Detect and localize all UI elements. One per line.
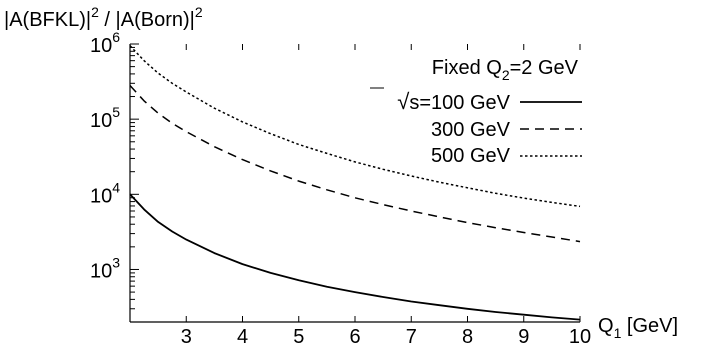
y-label-part-b: / |A(Born)| bbox=[99, 9, 195, 31]
y-axis-label: |A(BFKL)|2 / |A(Born)|2 bbox=[4, 4, 203, 31]
series-line-dashed bbox=[129, 84, 581, 243]
series-line-dotted bbox=[129, 45, 581, 208]
y-label-exp-b: 2 bbox=[195, 4, 203, 20]
y-tick-label-1000000: 106 bbox=[90, 29, 120, 57]
x-label-sub: 1 bbox=[614, 325, 622, 341]
x-axis-label: Q1 [GeV] bbox=[598, 315, 678, 341]
x-tick-label-8: 8 bbox=[462, 326, 473, 348]
x-label-unit: [GeV] bbox=[621, 315, 678, 337]
y-tick-label-1000: 103 bbox=[90, 254, 120, 282]
annotation-rest: =2 GeV bbox=[510, 57, 579, 79]
y-label-part-a: |A(BFKL)| bbox=[4, 9, 91, 31]
sqrt-symbol: √ bbox=[397, 89, 410, 114]
legend: √s=100 GeV 300 GeV 500 GeV bbox=[370, 87, 582, 167]
x-tick-label-3: 3 bbox=[181, 326, 192, 348]
series-line-solid bbox=[129, 193, 581, 321]
x-tick-label-5: 5 bbox=[293, 326, 304, 348]
y-label-exp-a: 2 bbox=[91, 4, 99, 20]
x-label-main: Q bbox=[598, 315, 614, 337]
x-tick-label-9: 9 bbox=[518, 326, 529, 348]
legend-label-100gev: √s=100 GeV bbox=[397, 89, 510, 114]
annotation-main: Fixed Q bbox=[432, 57, 502, 79]
legend-label-500gev: 500 GeV bbox=[431, 145, 511, 167]
legend-label-300gev: 300 GeV bbox=[431, 119, 511, 141]
annotation-sub: 2 bbox=[502, 67, 510, 83]
x-tick-label-6: 6 bbox=[349, 326, 360, 348]
x-tick-label-4: 4 bbox=[237, 326, 248, 348]
x-tick-label-10: 10 bbox=[569, 326, 591, 348]
legend-rest-100: =100 GeV bbox=[419, 92, 510, 114]
y-tick-label-10000: 104 bbox=[90, 179, 120, 207]
legend-s: s bbox=[409, 92, 419, 114]
y-tick-label-100000: 105 bbox=[90, 104, 120, 132]
x-tick-label-7: 7 bbox=[406, 326, 417, 348]
fixed-q2-annotation: Fixed Q2=2 GeV bbox=[432, 57, 579, 83]
